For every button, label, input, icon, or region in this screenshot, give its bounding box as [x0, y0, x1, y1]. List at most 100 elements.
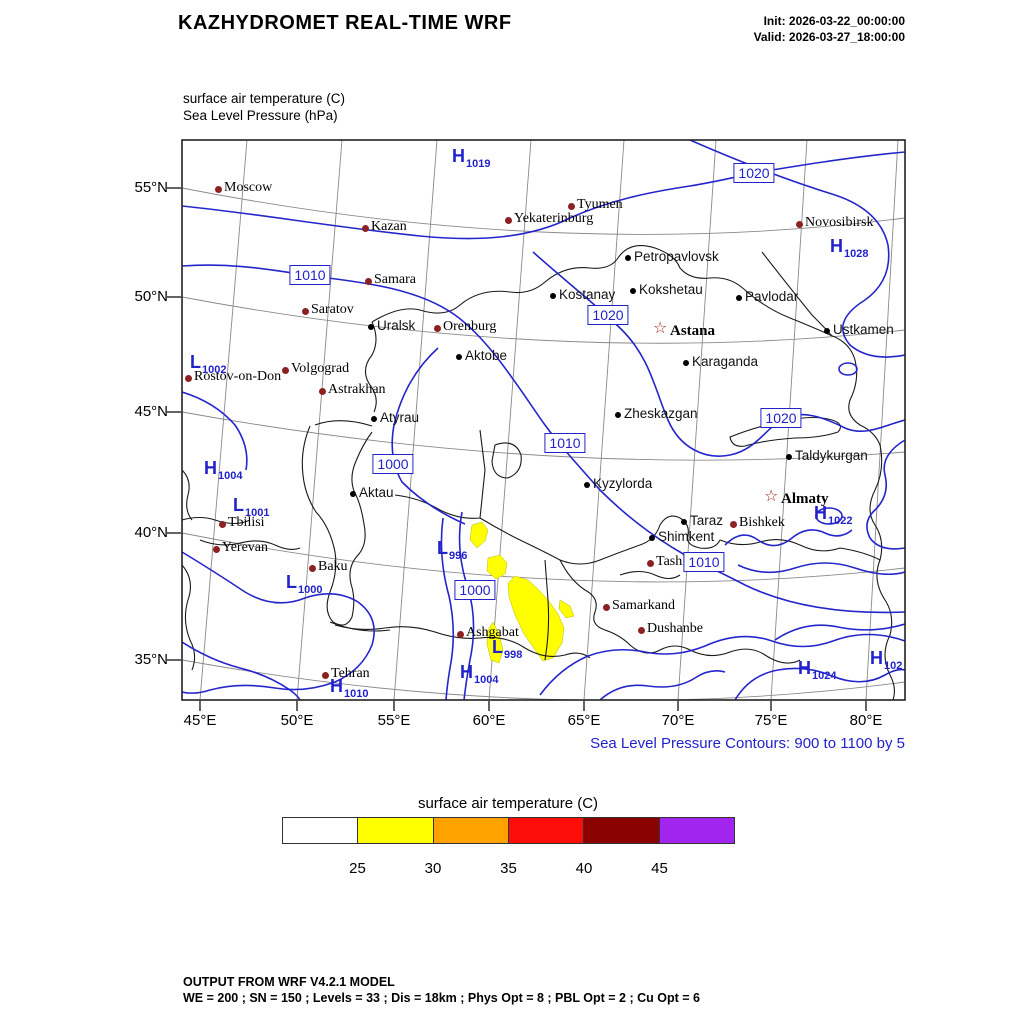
- city-dot-icon: [638, 627, 645, 634]
- pressure-high-mark: H1019: [452, 146, 491, 170]
- longitude-label: 80°E: [849, 712, 883, 729]
- longitude-label: 55°E: [377, 712, 411, 729]
- capital-star-icon: ☆: [764, 488, 779, 505]
- colorbar-segment: [583, 818, 659, 843]
- city-label: Yekaterinburg: [514, 211, 594, 226]
- city-label: Almaty: [781, 491, 829, 507]
- contour-label-box: 1010: [683, 552, 725, 572]
- city-dot-icon: [322, 672, 329, 679]
- pressure-value: 1004: [474, 674, 499, 686]
- longitude-label: 70°E: [661, 712, 695, 729]
- city-label: Astrakhan: [328, 382, 386, 397]
- longitude-gridlines: [199, 140, 899, 700]
- city-dot-icon: [319, 388, 326, 395]
- pressure-letter: L: [492, 637, 503, 657]
- city-dot-icon: [505, 217, 512, 224]
- city-dot-icon: [362, 225, 369, 232]
- init-time: Init: 2026-03-22_00:00:00: [763, 14, 905, 28]
- contour-label-box: 1020: [587, 305, 629, 325]
- pressure-low-mark: L1001: [233, 495, 270, 519]
- pressure-value: 1028: [844, 248, 869, 260]
- colorbar-segment: [357, 818, 433, 843]
- pressure-letter: H: [330, 676, 343, 696]
- city-label: Samarkand: [612, 598, 675, 613]
- city-label: Aktau: [359, 485, 394, 500]
- axis-tick-marks: [167, 187, 867, 711]
- page-title: KAZHYDROMET REAL-TIME WRF: [178, 12, 512, 34]
- city-label: Tyumen: [577, 197, 623, 212]
- city-label: Pavlodar: [745, 289, 799, 304]
- city-label: Dushanbe: [647, 621, 703, 636]
- pressure-low-mark: L1000: [286, 572, 323, 596]
- pressure-value: 102: [884, 660, 903, 672]
- city-label: Orenburg: [443, 319, 497, 334]
- city-dot-icon: [185, 375, 192, 382]
- city-dot-icon: [568, 203, 575, 210]
- city-dot-icon: [730, 521, 737, 528]
- valid-time: Valid: 2026-03-27_18:00:00: [753, 30, 905, 44]
- pressure-high-mark: H1004: [460, 662, 499, 686]
- pressure-letter: H: [870, 648, 883, 668]
- pressure-low-mark: L998: [492, 637, 523, 661]
- city-dot-icon: [371, 416, 377, 422]
- latitude-label: 35°N: [134, 651, 168, 668]
- capital-star-icon: ☆: [653, 320, 668, 337]
- pressure-letter: H: [798, 658, 811, 678]
- pressure-high-mark: H1010: [330, 676, 369, 700]
- city-label: Petropavlovsk: [634, 249, 719, 264]
- pressure-value: 1002: [202, 364, 227, 376]
- city-dot-icon: [457, 631, 464, 638]
- pressure-value: 998: [504, 649, 523, 661]
- pressure-value: 1010: [344, 688, 369, 700]
- pressure-value: 1000: [298, 584, 323, 596]
- city-dot-icon: [213, 546, 220, 553]
- city-label: Karaganda: [692, 354, 759, 369]
- city-label: Kazan: [371, 219, 407, 234]
- city-dot-icon: [584, 482, 590, 488]
- pressure-high-mark: H1022: [814, 503, 853, 527]
- colorbar-tick-label: 35: [500, 860, 517, 877]
- contour-label-box: 1010: [544, 433, 586, 453]
- city-label: Ustkamen: [833, 322, 894, 337]
- pressure-value: 1022: [828, 515, 853, 527]
- pressure-value: 1019: [466, 158, 491, 170]
- city-dot-icon: [649, 535, 655, 541]
- pressure-high-mark: H1028: [830, 236, 869, 260]
- temperature-shading-25-30: [469, 521, 575, 664]
- longitude-label: 50°E: [280, 712, 314, 729]
- footer-model-config: WE = 200 ; SN = 150 ; Levels = 33 ; Dis …: [183, 991, 700, 1005]
- city-dot-icon: [630, 288, 636, 294]
- latitude-label: 55°N: [134, 179, 168, 196]
- city-dot-icon: [550, 293, 556, 299]
- pressure-letter: L: [190, 352, 201, 372]
- city-dot-icon: [683, 360, 689, 366]
- latitude-label: 45°N: [134, 403, 168, 420]
- city-label: Volgograd: [291, 361, 350, 376]
- city-label: Tbilisi: [228, 515, 265, 530]
- colorbar-tick-label: 25: [349, 860, 366, 877]
- colorbar-title: surface air temperature (C): [417, 795, 599, 812]
- pressure-letter: L: [233, 495, 244, 515]
- city-label: Saratov: [311, 302, 354, 317]
- city-dot-icon: [786, 454, 792, 460]
- field-labels: surface air temperature (C) Sea Level Pr…: [183, 90, 345, 124]
- map-frame: [181, 139, 906, 701]
- city-label: Taraz: [690, 513, 724, 528]
- model-run-times: Init: 2026-03-22_00:00:00 Valid: 2026-03…: [754, 13, 905, 45]
- city-dot-icon: [434, 325, 441, 332]
- city-label: Baku: [318, 559, 348, 574]
- pressure-letter: H: [814, 503, 827, 523]
- city-label: Shimkent: [658, 529, 715, 544]
- latitude-label: 50°N: [134, 288, 168, 305]
- city-label: Novosibirsk: [805, 215, 874, 230]
- city-dot-icon: [647, 560, 654, 567]
- pressure-high-mark: H102: [870, 648, 903, 672]
- pressure-letter: H: [204, 458, 217, 478]
- city-dot-icon: [456, 354, 462, 360]
- city-dot-icon: [302, 308, 309, 315]
- contour-label-box: 1000: [454, 580, 496, 600]
- colorbar-segment: [283, 818, 358, 843]
- pressure-value: 1001: [245, 507, 270, 519]
